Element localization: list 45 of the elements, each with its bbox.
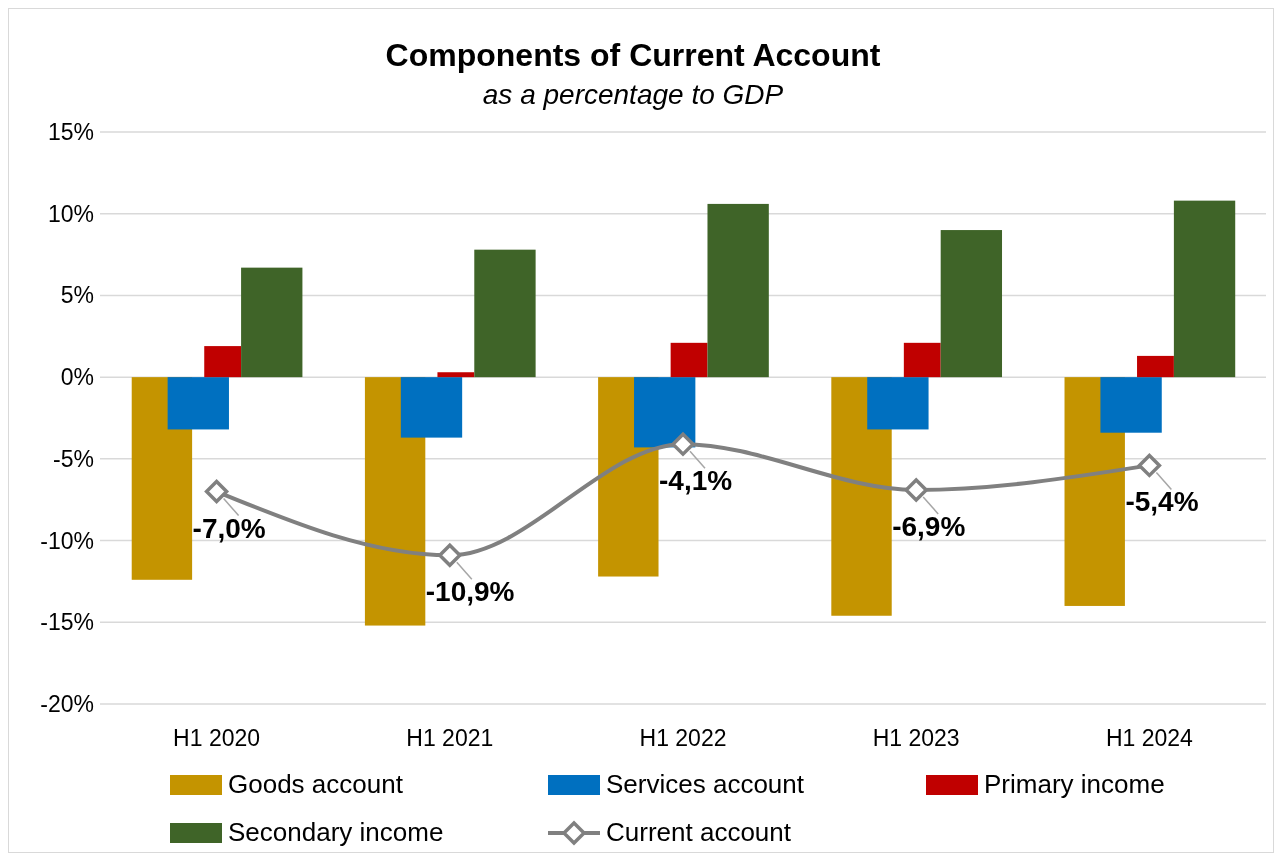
bar xyxy=(707,203,769,378)
legend-label: Current account xyxy=(606,817,792,847)
bar xyxy=(400,377,463,438)
x-tick-label: H1 2022 xyxy=(639,725,727,751)
x-tick-label: H1 2023 xyxy=(872,725,960,751)
chart-subtitle: as a percentage to GDP xyxy=(482,79,784,110)
data-label: -6,9% xyxy=(892,510,966,542)
point xyxy=(438,543,462,568)
x-tick-label: H1 2021 xyxy=(406,725,494,751)
point xyxy=(671,432,695,456)
point xyxy=(1137,453,1162,478)
bar xyxy=(670,342,708,378)
y-tick-label: -15% xyxy=(40,609,94,636)
point xyxy=(904,478,928,502)
bar xyxy=(1173,200,1236,378)
legend-label: Goods account xyxy=(228,769,404,799)
data-label: -10,9% xyxy=(425,576,515,608)
data-label: -5,4% xyxy=(1125,486,1199,518)
chart-title: Components of Current Account xyxy=(385,37,881,73)
point xyxy=(204,479,229,504)
bar xyxy=(940,230,1003,378)
legend-label: Services account xyxy=(606,769,805,799)
bar xyxy=(204,346,242,378)
bar xyxy=(241,267,303,378)
y-tick-label: 10% xyxy=(47,200,94,227)
y-tick-label: 5% xyxy=(60,282,94,309)
x-tick-label: H1 2020 xyxy=(173,725,261,751)
bar xyxy=(474,249,536,378)
y-tick-label: -10% xyxy=(40,527,94,554)
data-label: -7,0% xyxy=(192,512,266,544)
bar xyxy=(167,377,229,430)
x-tick-label: H1 2024 xyxy=(1105,725,1194,751)
y-tick-label: 15% xyxy=(47,119,94,145)
bar xyxy=(1137,355,1174,378)
bar xyxy=(867,377,929,430)
legend-label: Secondary income xyxy=(228,817,444,847)
y-tick-label: 0% xyxy=(60,364,94,391)
bar xyxy=(437,372,475,378)
bar xyxy=(1100,377,1162,433)
legend-label: Primary income xyxy=(984,769,1165,799)
bar xyxy=(634,377,696,448)
bar xyxy=(903,342,941,378)
y-tick-label: -5% xyxy=(53,445,94,472)
y-tick-label: -20% xyxy=(40,691,94,717)
data-label: -4,1% xyxy=(659,465,733,497)
